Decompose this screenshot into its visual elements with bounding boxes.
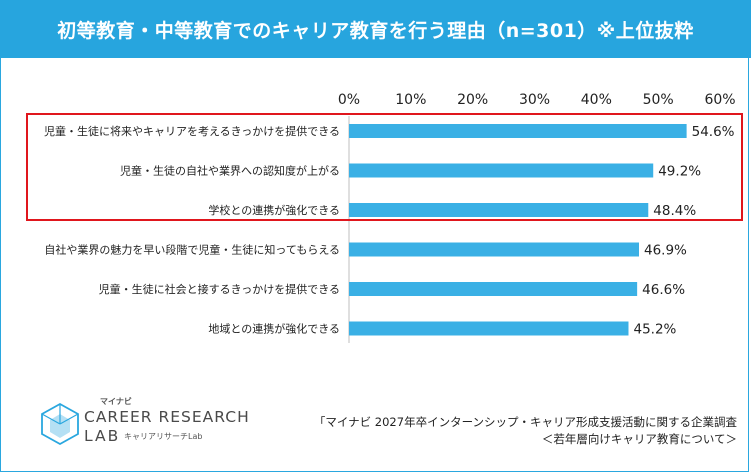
category-label: 児童・生徒に社会と接するきっかけを提供できる	[99, 282, 340, 296]
bar	[349, 321, 629, 336]
category-label: 自社や業界の魅力を早い段階で児童・生徒に知ってもらえる	[44, 243, 340, 257]
category-label: 児童・生徒の自社や業界への認知度が上がる	[120, 164, 340, 178]
category-label: 地域との連携が強化できる	[208, 322, 340, 336]
bar	[349, 124, 687, 138]
x-tick-label: 50%	[643, 92, 674, 108]
x-tick-label: 60%	[704, 92, 735, 108]
bar	[349, 282, 638, 296]
highlight-box	[26, 113, 743, 221]
x-tick-label: 20%	[457, 92, 488, 108]
data-label: 54.6%	[692, 124, 735, 140]
category-label: 学校との連携が強化できる	[208, 203, 340, 217]
category-label: 児童・生徒に将来やキャリアを考えるきっかけを提供できる	[44, 124, 340, 138]
x-tick-label: 30%	[519, 92, 550, 108]
logo-main-text: CAREER RESEARCH	[84, 408, 250, 426]
data-label: 46.9%	[644, 243, 687, 259]
data-label: 45.2%	[633, 322, 676, 338]
bar	[349, 163, 654, 178]
data-label: 49.2%	[658, 164, 701, 180]
career-research-lab-logo: マイナビ CAREER RESEARCH LAB キャリアリサーチLab	[40, 396, 249, 452]
logo-brand-small: マイナビ	[100, 397, 132, 406]
source-line-1: 「マイナビ 2027年卒インターンシップ・キャリア形成支援活動に関する企業調査	[313, 415, 737, 429]
x-tick-label: 0%	[338, 92, 360, 108]
logo-sub-text: キャリアリサーチLab	[124, 432, 203, 441]
data-label: 48.4%	[653, 203, 696, 219]
logo-lab-text: LAB	[84, 427, 121, 445]
x-tick-label: 40%	[581, 92, 612, 108]
bar	[349, 242, 639, 257]
source-note: 「マイナビ 2027年卒インターンシップ・キャリア形成支援活動に関する企業調査 …	[314, 414, 737, 448]
data-label: 46.6%	[642, 282, 685, 298]
bar	[349, 203, 649, 217]
source-line-2: ＜若年層向けキャリア教育について＞	[541, 432, 737, 446]
cube-logo-icon	[41, 402, 79, 446]
chart-title: 初等教育・中等教育でのキャリア教育を行う理由（n=301）※上位抜粋	[0, 0, 751, 58]
x-tick-label: 10%	[395, 92, 426, 108]
